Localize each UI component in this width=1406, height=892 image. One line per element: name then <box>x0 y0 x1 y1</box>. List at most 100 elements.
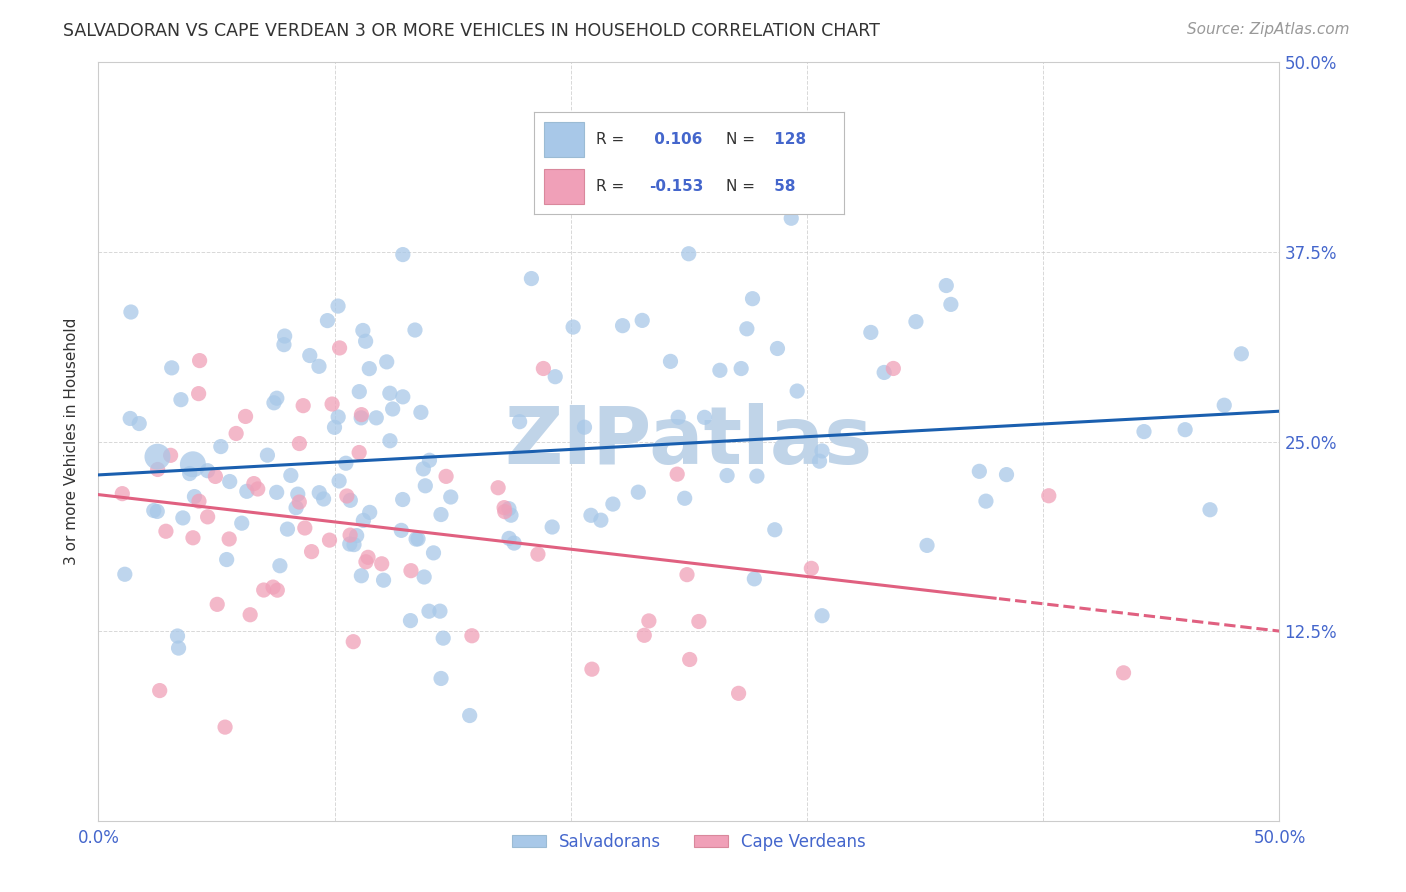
Point <box>273 337 295 351</box>
Point <box>935 278 957 293</box>
Point <box>461 629 484 643</box>
Point <box>239 607 262 622</box>
Point <box>218 475 240 489</box>
Point <box>214 720 236 734</box>
Point <box>146 450 169 464</box>
Point <box>366 410 388 425</box>
Point <box>308 359 330 374</box>
Point <box>187 386 209 401</box>
Point <box>638 614 661 628</box>
Point <box>225 426 247 441</box>
Point <box>1230 347 1253 361</box>
Point <box>440 490 463 504</box>
Point <box>1174 423 1197 437</box>
Point <box>329 341 352 355</box>
Point <box>339 537 361 551</box>
Point <box>159 448 181 462</box>
Point <box>1133 425 1156 439</box>
Point <box>266 485 288 500</box>
Legend: Salvadorans, Cape Verdeans: Salvadorans, Cape Verdeans <box>506 827 872 858</box>
Point <box>780 211 803 226</box>
Y-axis label: 3 or more Vehicles in Household: 3 or more Vehicles in Household <box>65 318 79 566</box>
Point <box>354 555 377 569</box>
Text: SALVADORAN VS CAPE VERDEAN 3 OR MORE VEHICLES IN HOUSEHOLD CORRELATION CHART: SALVADORAN VS CAPE VERDEAN 3 OR MORE VEH… <box>63 22 880 40</box>
Point <box>323 420 346 434</box>
Point <box>413 479 436 493</box>
Point <box>318 533 340 548</box>
Point <box>499 508 522 523</box>
Point <box>627 485 650 500</box>
Point <box>146 462 169 476</box>
Point <box>167 641 190 656</box>
Point <box>197 509 219 524</box>
Point <box>409 405 432 419</box>
Point <box>666 410 689 425</box>
Point <box>730 361 752 376</box>
Point <box>531 361 554 376</box>
Point <box>498 532 520 546</box>
Point <box>678 246 700 260</box>
Text: -0.153: -0.153 <box>648 179 703 194</box>
Point <box>312 491 335 506</box>
Text: N =: N = <box>725 132 755 146</box>
FancyBboxPatch shape <box>544 169 583 204</box>
Point <box>308 485 330 500</box>
Point <box>231 516 253 531</box>
Point <box>579 508 602 523</box>
Point <box>413 570 436 584</box>
Point <box>256 448 278 462</box>
Point <box>335 456 357 470</box>
Point <box>544 369 567 384</box>
Point <box>280 468 302 483</box>
Point <box>350 408 373 422</box>
Point <box>429 604 451 618</box>
Point <box>808 454 831 468</box>
Point <box>253 582 276 597</box>
Point <box>486 481 509 495</box>
Point <box>378 386 401 401</box>
Point <box>811 608 834 623</box>
Point <box>352 323 374 337</box>
Point <box>209 440 232 454</box>
Point <box>294 521 316 535</box>
Point <box>741 292 763 306</box>
Point <box>666 467 689 482</box>
Point <box>205 598 228 612</box>
Point <box>873 366 896 380</box>
Point <box>301 544 323 558</box>
Point <box>399 614 422 628</box>
Point <box>246 482 269 496</box>
Point <box>359 505 381 519</box>
Point <box>399 564 422 578</box>
Point <box>218 532 240 546</box>
Point <box>288 436 311 450</box>
Point <box>969 464 991 478</box>
Point <box>574 420 596 434</box>
Point <box>181 458 204 472</box>
Point <box>562 320 585 334</box>
Point <box>285 500 308 515</box>
Point <box>404 323 426 337</box>
Point <box>520 271 543 285</box>
Point <box>172 511 194 525</box>
Point <box>328 409 350 424</box>
Point <box>745 469 768 483</box>
Point <box>155 524 177 539</box>
Point <box>146 504 169 518</box>
Point <box>288 495 311 509</box>
Point <box>602 497 624 511</box>
Point <box>974 494 997 508</box>
Point <box>541 520 564 534</box>
Point <box>430 672 453 686</box>
Point <box>422 546 444 560</box>
Point <box>633 628 655 642</box>
Point <box>676 567 699 582</box>
Point <box>287 487 309 501</box>
Point <box>378 434 401 448</box>
Point <box>693 410 716 425</box>
Point <box>160 360 183 375</box>
Point <box>904 315 927 329</box>
Point <box>373 573 395 587</box>
Point <box>215 552 238 566</box>
Point <box>381 401 404 416</box>
